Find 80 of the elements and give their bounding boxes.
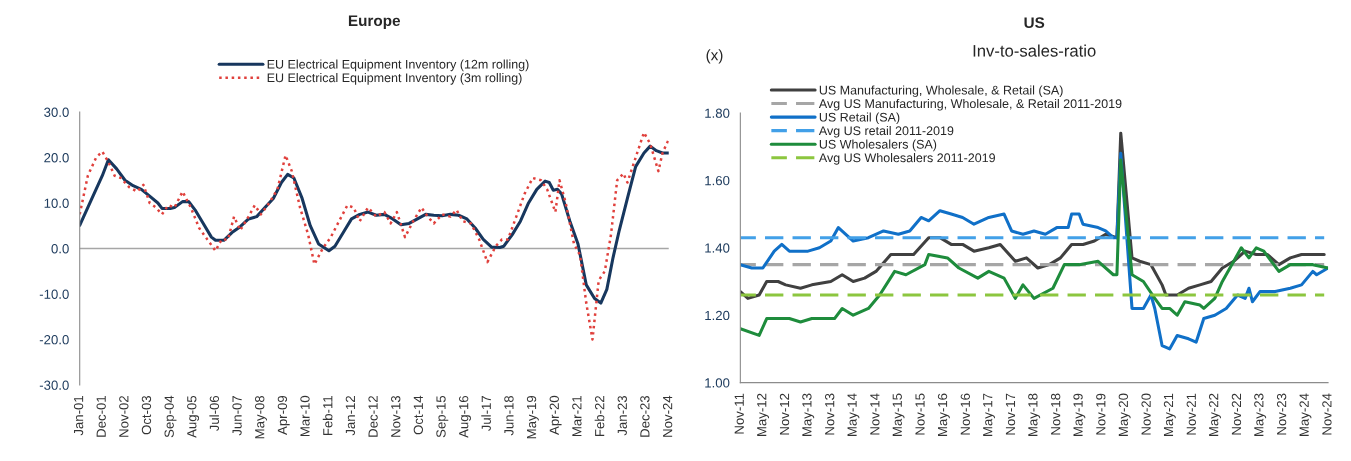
x-tick-label: Nov-21	[1186, 393, 1196, 435]
x-tick-label: Apr-20	[549, 395, 562, 435]
x-tick-label: May-18	[1028, 393, 1041, 436]
y-tick-label: 1.20	[705, 310, 730, 321]
x-tick-label: Feb-11	[322, 395, 333, 436]
chart-title: US	[1024, 17, 1045, 29]
legend-label: US Manufacturing, Wholesale, & Retail (SA)	[819, 85, 1063, 98]
y-tick-label: -30.0	[39, 380, 69, 390]
x-tick-label: Nov-23	[1276, 393, 1287, 435]
x-tick-label: May-23	[1254, 393, 1267, 436]
line-series	[79, 131, 669, 341]
y-tick-label: -20.0	[39, 335, 69, 345]
line-series	[79, 144, 669, 305]
x-tick-label: Apr-09	[277, 395, 290, 435]
y-tick-label: 0.0	[51, 244, 69, 254]
x-tick-label: Mar-21	[572, 395, 582, 437]
y-tick-label: 20.0	[44, 153, 69, 163]
x-tick-label: May-19	[526, 395, 539, 439]
x-tick-label: Jul-06	[209, 395, 220, 432]
x-tick-label: Dec-23	[640, 395, 650, 437]
x-tick-label: May-21	[1163, 393, 1176, 436]
legend-label: Avg US retail 2011-2019	[818, 125, 954, 138]
x-tick-label: May-19	[1073, 393, 1086, 436]
x-tick-label: Jan-01	[73, 395, 84, 436]
x-tick-label: May-20	[1118, 393, 1131, 436]
x-tick-label: Nov-02	[119, 396, 129, 437]
legend-label: US Retail (SA)	[819, 112, 900, 125]
y-tick-label: 1.40	[705, 243, 730, 253]
x-tick-label: Aug-05	[187, 395, 200, 438]
x-tick-label: Aug-16	[459, 395, 471, 438]
x-tick-label: Jun-07	[232, 396, 242, 436]
x-tick-label: May-24	[1299, 393, 1312, 436]
x-tick-label: Nov-17	[1005, 393, 1016, 435]
y-tick-label: 10.0	[44, 198, 69, 208]
x-tick-label: Oct-14	[413, 395, 423, 435]
legend-label: EU Electrical Equipment Inventory (12m rolling)	[267, 59, 529, 72]
x-tick-label: Jun-18	[504, 395, 514, 436]
y-tick-label: 1.80	[705, 108, 730, 118]
legend-label: US Wholesalers (SA)	[819, 139, 937, 152]
x-tick-label: Nov-18	[1050, 393, 1061, 435]
x-tick-label: Sep-04	[164, 395, 177, 438]
x-tick-label: May-14	[847, 393, 860, 436]
legend-label: Avg US Wholesalers 2011-2019	[818, 153, 995, 165]
x-tick-label: Dec-12	[368, 396, 378, 437]
x-tick-label: Nov-20	[1141, 393, 1151, 435]
x-tick-label: Nov-13	[391, 395, 401, 437]
x-tick-label: Nov-12	[779, 393, 790, 435]
x-tick-label: Nov-22	[1231, 393, 1242, 435]
x-tick-label: Oct-03	[141, 395, 152, 435]
y-axis-title: (x)	[706, 49, 723, 64]
x-tick-label: Jan-23	[617, 395, 627, 436]
y-tick-label: 1.00	[705, 378, 730, 388]
x-tick-label: Mar-10	[300, 395, 310, 437]
x-tick-label: Nov-13	[825, 393, 835, 435]
x-tick-label: May-13	[802, 393, 815, 436]
legend-label: Avg US Manufacturing, Wholesale, & Retail 2011-2019	[818, 98, 1122, 111]
x-tick-label: May-15	[892, 393, 905, 436]
x-tick-label: Nov-14	[870, 393, 880, 435]
x-tick-label: May-08	[255, 395, 267, 439]
x-tick-label: Nov-24	[662, 395, 673, 437]
x-tick-label: Nov-19	[1096, 393, 1106, 435]
x-tick-label: May-12	[757, 393, 770, 436]
x-tick-label: Dec-01	[96, 395, 106, 437]
x-tick-label: Jul-17	[481, 396, 491, 432]
y-tick-label: 30.0	[44, 107, 69, 117]
y-tick-label: 1.60	[705, 175, 730, 186]
chart-subtitle: Inv-to-sales-ratio	[973, 44, 1096, 57]
x-tick-label: May-22	[1209, 393, 1221, 436]
x-tick-label: Feb-22	[594, 396, 605, 437]
x-tick-label: May-16	[937, 393, 950, 436]
x-tick-label: Nov-24	[1322, 393, 1332, 435]
x-tick-label: Sep-15	[436, 395, 449, 438]
x-tick-label: Nov-16	[960, 393, 970, 435]
chart-title: Europe	[348, 15, 401, 30]
x-tick-label: Nov-15	[915, 393, 925, 435]
legend-label: EU Electrical Equipment Inventory (3m rolling)	[267, 73, 522, 85]
x-tick-label: Jan-12	[345, 396, 356, 436]
y-tick-label: -10.0	[39, 289, 69, 299]
x-tick-label: May-17	[983, 393, 995, 436]
x-tick-label: Nov-11	[734, 393, 744, 434]
